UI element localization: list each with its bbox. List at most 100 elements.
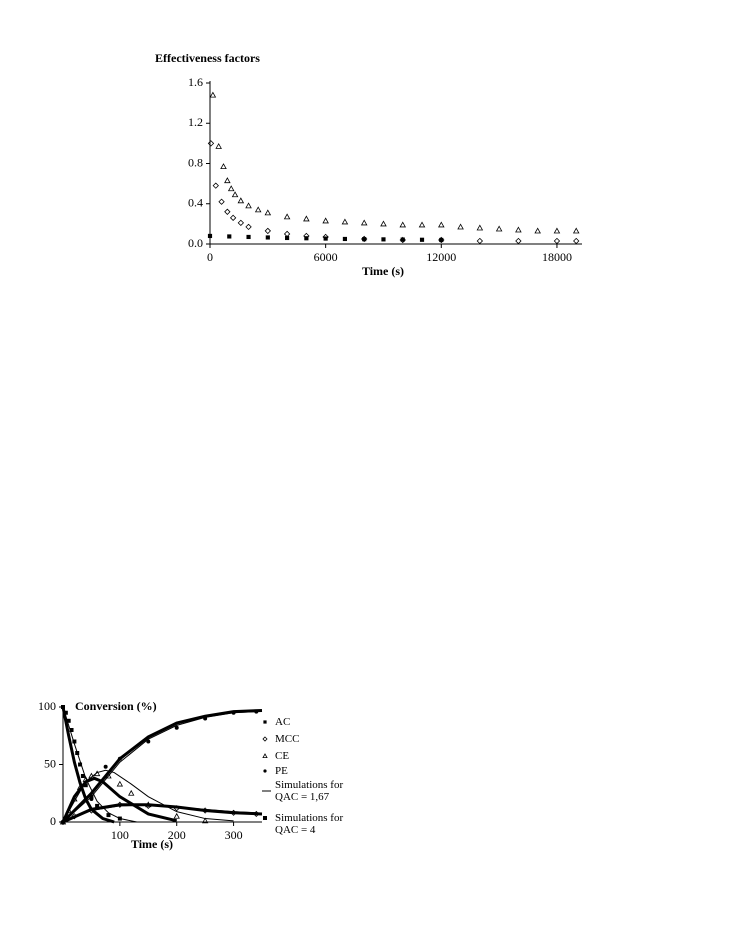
point bbox=[231, 191, 239, 198]
point bbox=[342, 236, 348, 242]
simulation-curve bbox=[62, 803, 263, 824]
chart: Conversion (%) Time (s) 0 50 100 100 200 300 bbox=[38, 699, 271, 851]
x-tick-label: 18000 bbox=[542, 250, 572, 264]
point bbox=[418, 221, 426, 228]
point bbox=[572, 227, 580, 234]
point bbox=[224, 177, 231, 184]
x-tick-label: 200 bbox=[168, 828, 186, 842]
point bbox=[105, 772, 112, 779]
point bbox=[89, 797, 94, 801]
legend-label: AC bbox=[275, 716, 291, 728]
point bbox=[246, 234, 251, 240]
point bbox=[103, 764, 108, 769]
x-tick-label: 0 bbox=[207, 250, 213, 264]
point bbox=[146, 739, 151, 744]
point bbox=[212, 182, 219, 189]
legend-label: Simulations for QAC = 1,67 bbox=[275, 779, 344, 803]
point bbox=[553, 237, 561, 245]
point bbox=[360, 219, 368, 226]
point bbox=[265, 235, 270, 240]
point bbox=[476, 224, 484, 231]
simulation-curve bbox=[61, 776, 178, 823]
point bbox=[207, 233, 213, 239]
point bbox=[71, 795, 78, 802]
point bbox=[117, 756, 122, 761]
point bbox=[341, 218, 349, 225]
point bbox=[227, 234, 232, 239]
point bbox=[116, 801, 123, 808]
point bbox=[128, 789, 135, 796]
point bbox=[145, 801, 152, 808]
legend-label: PE bbox=[275, 765, 288, 777]
point bbox=[264, 209, 272, 216]
point bbox=[215, 142, 222, 149]
point bbox=[82, 776, 89, 782]
y-tick-label: 1.6 bbox=[188, 75, 203, 89]
x-axis-label: Time (s) bbox=[362, 264, 404, 278]
point bbox=[69, 728, 74, 732]
point bbox=[201, 817, 209, 824]
point bbox=[88, 772, 95, 779]
point bbox=[322, 217, 329, 224]
y-tick-label: 100 bbox=[38, 699, 56, 713]
point bbox=[106, 813, 111, 818]
point bbox=[72, 739, 77, 744]
y-tick-label: 0.0 bbox=[188, 236, 203, 250]
point bbox=[173, 805, 180, 812]
point bbox=[245, 202, 252, 209]
point bbox=[203, 716, 208, 721]
x-tick-label: 300 bbox=[225, 828, 243, 842]
y-tick-label: 0 bbox=[50, 814, 56, 828]
point bbox=[438, 221, 445, 228]
chart-title: Conversion (%) bbox=[75, 699, 157, 713]
point bbox=[218, 198, 225, 205]
point bbox=[303, 215, 310, 222]
point bbox=[174, 725, 179, 730]
point bbox=[515, 237, 522, 245]
point bbox=[207, 140, 215, 147]
point bbox=[399, 221, 407, 228]
point bbox=[237, 197, 245, 204]
point bbox=[262, 736, 268, 742]
point bbox=[93, 770, 101, 777]
point bbox=[80, 774, 85, 778]
point bbox=[476, 237, 484, 245]
y-tick-label: 0.4 bbox=[188, 196, 203, 210]
point bbox=[263, 769, 267, 773]
point bbox=[220, 163, 227, 169]
point bbox=[380, 220, 387, 227]
point bbox=[227, 185, 235, 192]
point bbox=[285, 235, 290, 241]
point bbox=[573, 237, 580, 245]
point bbox=[78, 762, 83, 767]
point bbox=[89, 794, 94, 799]
point bbox=[254, 206, 262, 213]
y-tick-label: 0.8 bbox=[188, 155, 203, 169]
point bbox=[323, 236, 328, 241]
legend-label: Simulations for QAC = 4 bbox=[275, 812, 344, 836]
chart-title: Effectiveness factors bbox=[155, 51, 260, 65]
point bbox=[457, 223, 464, 230]
legend-label: CE bbox=[275, 750, 290, 762]
point bbox=[230, 809, 237, 816]
point bbox=[263, 720, 267, 724]
point bbox=[264, 227, 271, 235]
point bbox=[173, 812, 180, 819]
point bbox=[245, 223, 252, 231]
simulation-curve bbox=[61, 706, 115, 824]
legend-marker bbox=[263, 816, 267, 820]
point bbox=[63, 710, 68, 715]
point bbox=[231, 710, 236, 715]
x-tick-label: 12000 bbox=[426, 250, 456, 264]
point bbox=[83, 783, 88, 788]
x-axis-label: Time (s) bbox=[131, 837, 173, 851]
point bbox=[237, 219, 245, 227]
point bbox=[400, 237, 405, 242]
point bbox=[283, 213, 291, 220]
y-tick-label: 1.2 bbox=[188, 115, 203, 129]
point bbox=[117, 816, 122, 821]
point bbox=[65, 807, 72, 813]
x-tick-label: 100 bbox=[111, 828, 129, 842]
point bbox=[362, 237, 367, 242]
